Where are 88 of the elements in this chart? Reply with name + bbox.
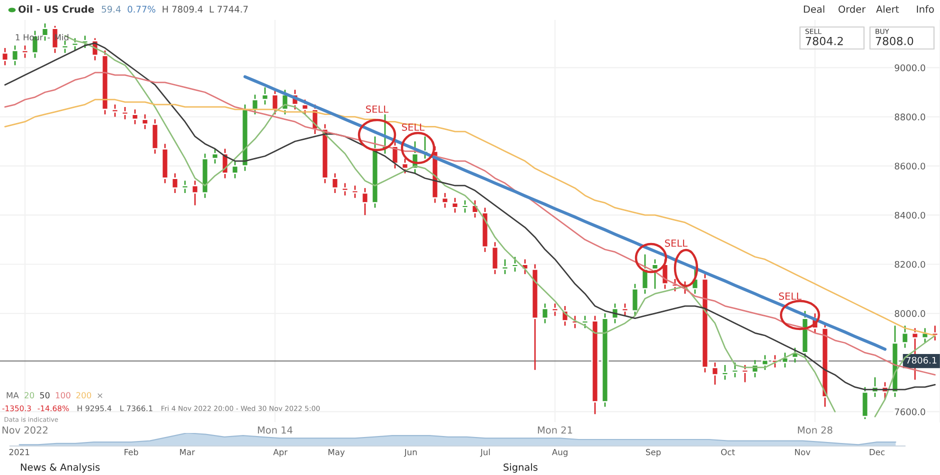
annotation: SELL bbox=[779, 292, 802, 300]
candlestick bbox=[41, 22, 49, 42]
candlestick bbox=[181, 180, 189, 194]
annotation: × bbox=[98, 393, 102, 398]
candlestick bbox=[361, 187, 369, 216]
candlestick bbox=[341, 182, 349, 196]
candlestick bbox=[541, 302, 549, 324]
candlestick bbox=[581, 315, 589, 329]
x-tick-label: Nov bbox=[795, 449, 810, 456]
x-tick-label: Mon 28 bbox=[798, 426, 832, 434]
text: 20 bbox=[24, 392, 34, 398]
x-tick-label: Apr bbox=[273, 449, 288, 457]
candlestick bbox=[71, 37, 79, 52]
candlestick bbox=[261, 86, 269, 106]
x-tick-label: Dec bbox=[870, 449, 885, 456]
candlestick bbox=[141, 114, 149, 130]
text: L 7744.7 bbox=[210, 6, 248, 12]
candlestick bbox=[501, 258, 509, 275]
y-tick-label: 7600.0 bbox=[894, 408, 926, 416]
x-tick-label: Jun bbox=[404, 449, 417, 457]
text: 200 bbox=[76, 392, 92, 398]
text: Order bbox=[838, 5, 866, 13]
annotation: SELL bbox=[665, 239, 688, 247]
x-tick-label: Sep bbox=[646, 448, 661, 457]
candlestick bbox=[731, 362, 739, 378]
candlestick bbox=[491, 241, 499, 275]
candlestick bbox=[721, 364, 729, 380]
y-tick-label: 8800.0 bbox=[894, 114, 926, 120]
annotation: SELL bbox=[366, 105, 389, 113]
candlestick bbox=[131, 108, 139, 125]
candlestick bbox=[301, 98, 309, 116]
candlestick bbox=[121, 106, 129, 120]
candlestick bbox=[651, 258, 659, 290]
x-tick-label: Nov 2022 bbox=[2, 426, 48, 434]
annotation: 1 Hour bbox=[16, 34, 44, 40]
text: H 7809.4 bbox=[162, 6, 203, 13]
candlestick bbox=[621, 302, 629, 317]
candlestick bbox=[111, 104, 119, 118]
candlestick bbox=[551, 302, 559, 317]
text: 50 bbox=[40, 392, 50, 398]
candlestick bbox=[451, 197, 459, 214]
candlestick bbox=[331, 172, 339, 194]
candlestick bbox=[761, 354, 769, 371]
y-tick-label: 8200.0 bbox=[894, 260, 926, 268]
x-tick-label: May bbox=[328, 449, 345, 457]
candlestick bbox=[231, 160, 239, 179]
candlestick bbox=[61, 40, 69, 54]
text: Signals bbox=[504, 463, 538, 473]
text: 59.4 bbox=[102, 6, 121, 13]
candlestick bbox=[711, 362, 719, 386]
ref-line-label: 7806.1 bbox=[906, 356, 936, 364]
x-tick-label: Mar bbox=[180, 449, 195, 456]
candlestick bbox=[21, 44, 29, 59]
candlestick bbox=[461, 200, 469, 214]
x-tick-label: Feb bbox=[124, 448, 138, 456]
candlestick bbox=[511, 256, 519, 272]
candlestick bbox=[11, 44, 19, 66]
annotation: 7808.0 bbox=[876, 36, 914, 46]
candlestick bbox=[441, 192, 449, 208]
text: 0.77% bbox=[128, 6, 156, 13]
x-tick-label: Aug bbox=[552, 449, 568, 457]
candlestick bbox=[171, 172, 179, 194]
annotation: MA bbox=[6, 392, 19, 398]
chart-title: Oil - US Crude bbox=[18, 5, 94, 13]
annotation: 7804.2 bbox=[806, 36, 843, 46]
candlestick bbox=[211, 148, 219, 164]
y-tick-label: 8600.0 bbox=[894, 162, 926, 170]
candlestick bbox=[631, 283, 639, 317]
text: Deal bbox=[804, 5, 824, 13]
candlestick bbox=[191, 180, 199, 206]
x-tick-label: Oct bbox=[721, 448, 735, 456]
x-tick-label: 2021 bbox=[9, 448, 30, 456]
y-tick-label: 9000.0 bbox=[894, 64, 926, 72]
annotation: SELL bbox=[402, 123, 425, 131]
x-tick-label: Mon 14 bbox=[258, 426, 292, 434]
text: Alert bbox=[876, 5, 899, 13]
x-tick-label: Jul bbox=[480, 448, 490, 457]
candlestick bbox=[901, 324, 909, 348]
candlestick bbox=[741, 364, 749, 383]
candlestick bbox=[351, 184, 359, 199]
text: 100 bbox=[56, 392, 70, 398]
candlestick bbox=[1, 47, 9, 66]
y-tick-label: 8400.0 bbox=[894, 212, 926, 219]
y-tick-label: 8000.0 bbox=[894, 310, 926, 317]
text: News & Analysis bbox=[20, 463, 100, 473]
x-tick-label: Mon 21 bbox=[538, 426, 572, 434]
text: Info bbox=[916, 5, 934, 13]
line-series bbox=[243, 75, 887, 351]
